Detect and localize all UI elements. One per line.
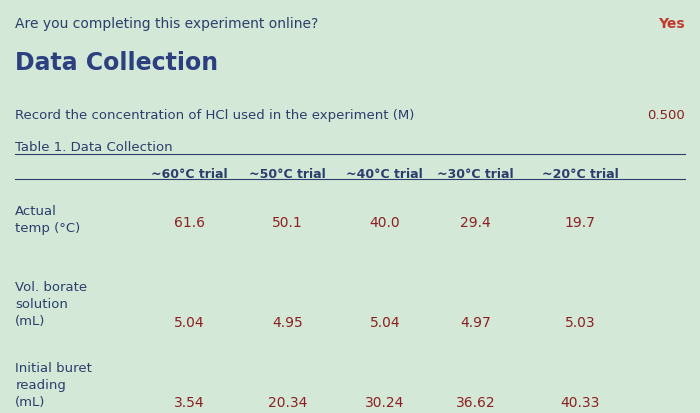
Text: 40.0: 40.0	[370, 216, 400, 230]
Text: ~20°C trial: ~20°C trial	[542, 168, 619, 181]
Text: ~40°C trial: ~40°C trial	[346, 168, 424, 181]
Text: ~30°C trial: ~30°C trial	[438, 168, 514, 181]
Text: Record the concentration of HCl used in the experiment (M): Record the concentration of HCl used in …	[15, 109, 414, 121]
Text: 5.04: 5.04	[370, 315, 400, 329]
Text: Initial buret
reading
(mL): Initial buret reading (mL)	[15, 361, 92, 408]
Text: 36.62: 36.62	[456, 395, 496, 409]
Text: 50.1: 50.1	[272, 216, 302, 230]
Text: 4.95: 4.95	[272, 315, 302, 329]
Text: 5.04: 5.04	[174, 315, 205, 329]
Text: 40.33: 40.33	[561, 395, 600, 409]
Text: Are you completing this experiment online?: Are you completing this experiment onlin…	[15, 17, 318, 31]
Text: 19.7: 19.7	[565, 216, 596, 230]
Text: Yes: Yes	[658, 17, 685, 31]
Text: Data Collection: Data Collection	[15, 51, 218, 75]
Text: 30.24: 30.24	[365, 395, 405, 409]
Text: 4.97: 4.97	[460, 315, 491, 329]
Text: ~60°C trial: ~60°C trial	[151, 168, 228, 181]
Text: Actual
temp (°C): Actual temp (°C)	[15, 204, 80, 234]
Text: Table 1. Data Collection: Table 1. Data Collection	[15, 141, 173, 154]
Text: 29.4: 29.4	[460, 216, 491, 230]
Text: 0.500: 0.500	[647, 109, 685, 121]
Text: 3.54: 3.54	[174, 395, 205, 409]
Text: 20.34: 20.34	[267, 395, 307, 409]
Text: 5.03: 5.03	[565, 315, 596, 329]
Text: ~50°C trial: ~50°C trial	[249, 168, 326, 181]
Text: 61.6: 61.6	[174, 216, 205, 230]
Text: Vol. borate
solution
(mL): Vol. borate solution (mL)	[15, 280, 88, 328]
